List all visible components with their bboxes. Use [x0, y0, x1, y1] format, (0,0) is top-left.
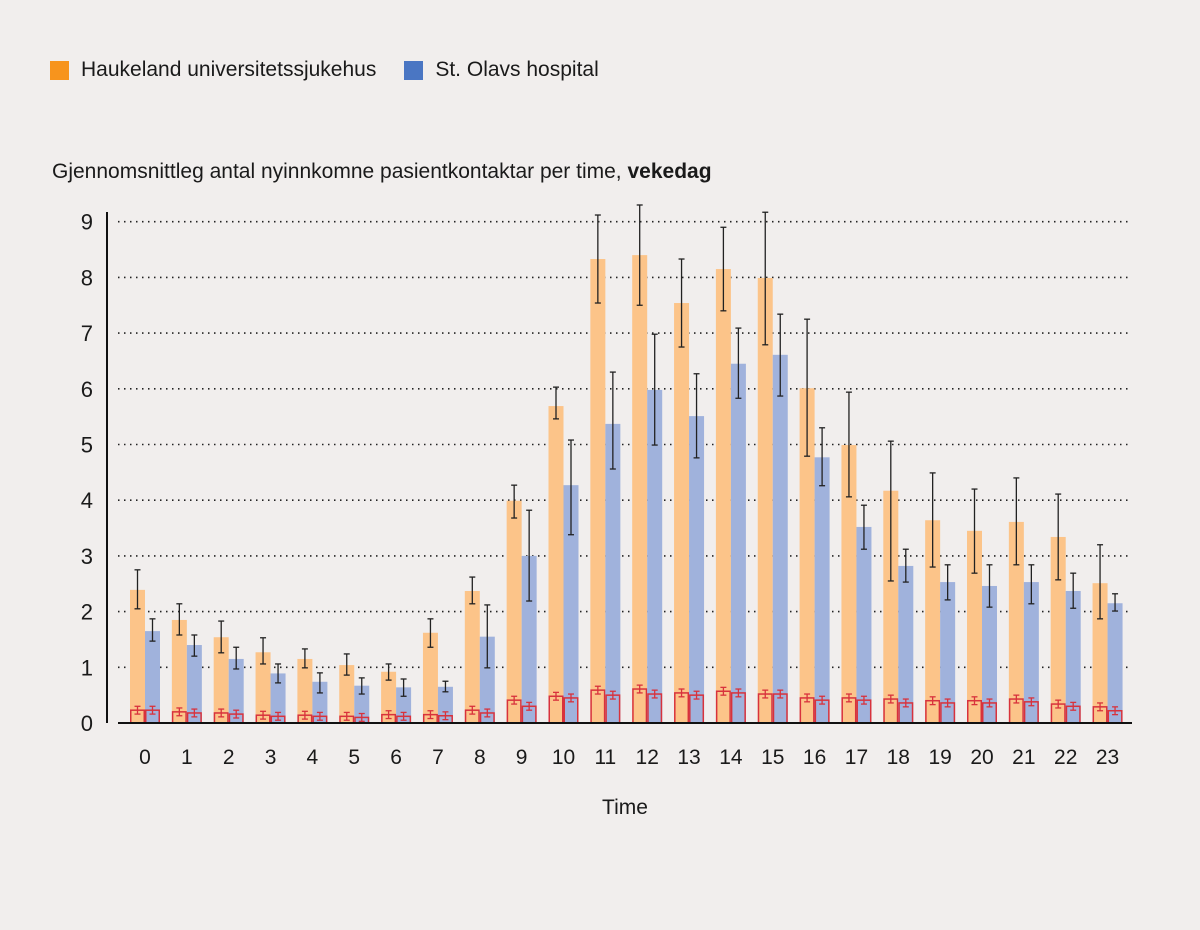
y-tick-label: 9 — [81, 210, 93, 235]
x-tick-label: 7 — [432, 746, 444, 769]
bar-st-olavs — [437, 686, 453, 723]
bar-st-olavs — [270, 673, 286, 723]
legend-item-st-olavs: St. Olavs hospital — [404, 58, 599, 82]
bar-haukeland — [1050, 536, 1066, 723]
x-tick-label: 16 — [803, 746, 826, 769]
bar-haukeland — [925, 520, 941, 723]
bar-haukeland — [799, 388, 815, 723]
x-tick-label: 20 — [970, 746, 993, 769]
x-tick-label: 4 — [307, 746, 319, 769]
bar-haukeland — [715, 269, 731, 723]
bar-st-olavs — [898, 565, 914, 723]
bar-haukeland — [213, 637, 229, 723]
y-tick-label: 7 — [81, 321, 93, 346]
bar-st-olavs — [605, 423, 621, 723]
bar-st-olavs — [563, 485, 579, 723]
bar-st-olavs — [1065, 590, 1081, 723]
bar-st-olavs — [1107, 603, 1123, 723]
y-tick-label: 8 — [81, 265, 93, 290]
legend-swatch-haukeland — [50, 60, 69, 80]
legend-label-haukeland: Haukeland universitetssjukehus — [81, 58, 377, 81]
bar-haukeland — [632, 255, 648, 723]
chart-title-bold: vekedag — [627, 160, 712, 183]
x-tick-label: 21 — [1012, 746, 1035, 769]
y-tick-label: 3 — [81, 544, 93, 569]
bar-haukeland — [841, 445, 857, 723]
bar-st-olavs — [145, 631, 160, 723]
bar-haukeland — [381, 671, 397, 723]
bar-haukeland — [464, 590, 480, 723]
bar-st-olavs — [772, 354, 788, 723]
bar-haukeland — [506, 500, 522, 723]
chart-title: Gjennomsnittleg antal nyinnkomne pasient… — [52, 160, 712, 184]
x-tick-label: 13 — [677, 746, 700, 769]
bar-st-olavs — [814, 457, 830, 723]
x-tick-label: 23 — [1096, 746, 1119, 769]
bar-st-olavs — [689, 416, 705, 723]
y-tick-label: 5 — [81, 433, 93, 458]
x-tick-label: 18 — [887, 746, 910, 769]
bar-haukeland — [339, 665, 355, 723]
x-tick-label: 22 — [1054, 746, 1077, 769]
x-tick-label: 6 — [390, 746, 402, 769]
bar-haukeland — [255, 652, 271, 723]
x-tick-label: 15 — [761, 746, 784, 769]
x-tick-label: 17 — [845, 746, 868, 769]
bar-st-olavs — [186, 645, 202, 723]
legend-label-st-olavs: St. Olavs hospital — [435, 58, 599, 81]
bar-st-olavs — [647, 389, 663, 723]
x-tick-label: 2 — [223, 746, 235, 769]
y-tick-label: 6 — [81, 377, 93, 402]
x-tick-label: 8 — [474, 746, 486, 769]
x-tick-label: 12 — [636, 746, 659, 769]
legend-item-haukeland: Haukeland universitetssjukehus — [50, 58, 376, 82]
legend-swatch-st-olavs — [404, 60, 424, 80]
bar-st-olavs — [940, 582, 956, 723]
bar-st-olavs — [521, 555, 537, 723]
bar-haukeland — [883, 490, 899, 723]
bar-st-olavs — [1023, 582, 1039, 723]
bar-st-olavs — [856, 526, 872, 723]
x-tick-label: 11 — [594, 746, 616, 769]
bar-st-olavs — [730, 363, 746, 723]
x-tick-label: 10 — [552, 746, 575, 769]
bar-st-olavs — [396, 687, 412, 723]
bar-haukeland — [1008, 521, 1024, 723]
y-tick-label: 1 — [81, 655, 93, 680]
y-tick-label: 2 — [81, 600, 93, 625]
x-axis-title: Time — [602, 796, 648, 819]
bar-haukeland — [171, 619, 187, 723]
bar-haukeland — [422, 632, 438, 723]
x-tick-label: 14 — [719, 746, 743, 769]
y-tick-label: 4 — [81, 488, 93, 513]
bar-haukeland — [590, 259, 606, 723]
bar-haukeland — [967, 530, 982, 723]
bar-haukeland — [1092, 583, 1108, 723]
y-tick-label: 0 — [81, 711, 93, 736]
bar-haukeland — [297, 658, 313, 723]
bar-st-olavs — [312, 681, 328, 723]
legend: Haukeland universitetssjukehus St. Olavs… — [50, 58, 627, 82]
x-tick-label: 19 — [928, 746, 951, 769]
bar-st-olavs — [479, 636, 495, 723]
x-tick-label: 5 — [348, 746, 360, 769]
chart-title-text: Gjennomsnittleg antal nyinnkomne pasient… — [52, 160, 628, 183]
x-tick-label: 0 — [139, 746, 151, 769]
bar-haukeland — [674, 303, 690, 723]
bar-st-olavs — [982, 585, 997, 723]
bar-st-olavs — [228, 658, 244, 723]
bar-haukeland — [757, 277, 773, 723]
bar-st-olavs — [354, 685, 370, 723]
bar-haukeland — [130, 589, 145, 723]
bar-haukeland — [548, 406, 564, 723]
x-tick-label: 9 — [516, 746, 528, 769]
x-tick-label: 1 — [181, 746, 193, 769]
x-tick-label: 3 — [265, 746, 277, 769]
